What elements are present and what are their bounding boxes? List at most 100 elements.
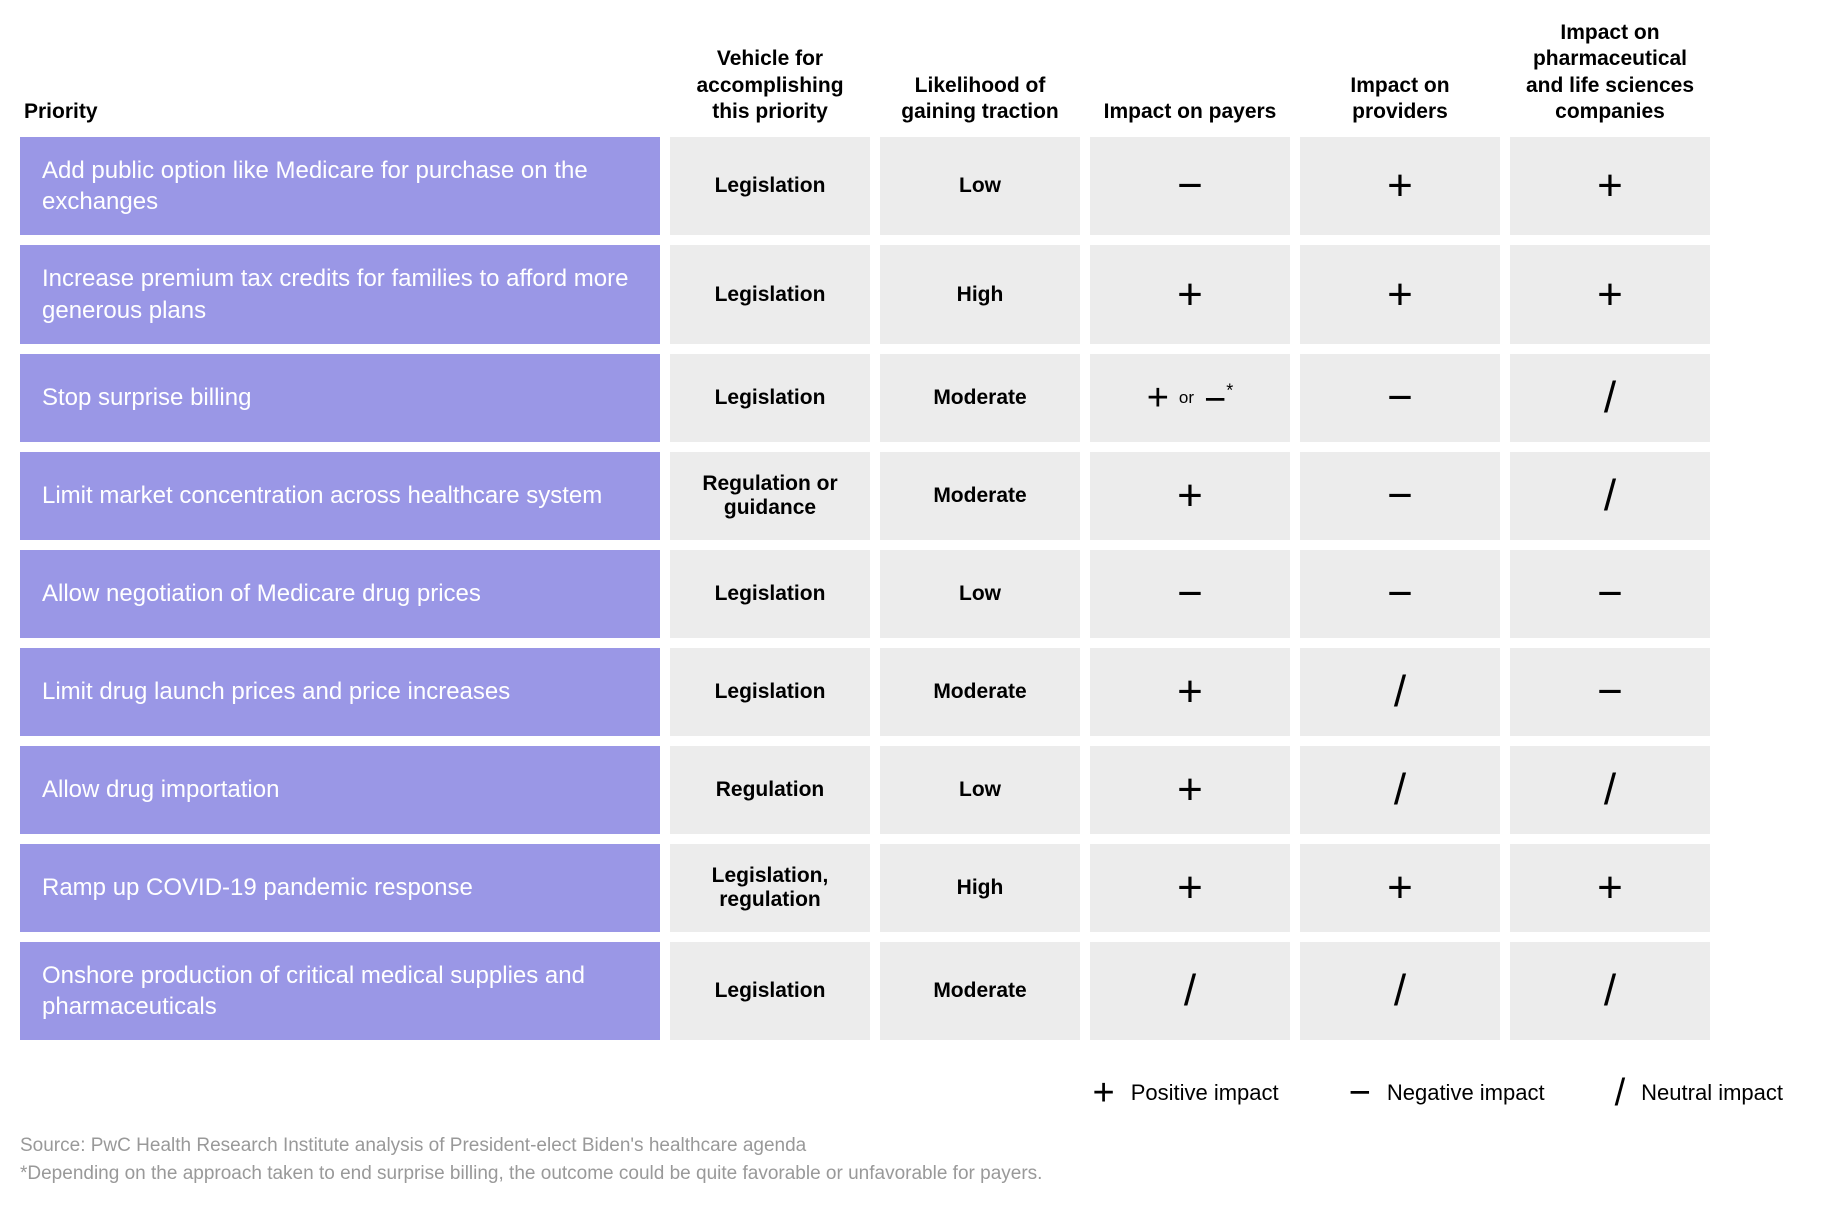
- or-label: or: [1179, 389, 1194, 406]
- impact-cell: +: [1090, 452, 1290, 540]
- impact-cell: +or−*: [1090, 354, 1290, 442]
- plus-icon: +: [1147, 379, 1169, 417]
- likelihood-cell: High: [880, 844, 1080, 932]
- likelihood-cell: Moderate: [880, 648, 1080, 736]
- vehicle-cell: Legislation: [670, 354, 870, 442]
- table-row: Limit drug launch prices and price incre…: [20, 648, 1823, 736]
- vehicle-cell: Legislation: [670, 550, 870, 638]
- priority-cell: Allow drug importation: [20, 746, 660, 834]
- slash-icon: /: [1604, 768, 1616, 812]
- impact-cell: −: [1300, 550, 1500, 638]
- minus-icon: −: [1597, 572, 1623, 616]
- likelihood-cell: Moderate: [880, 942, 1080, 1040]
- legend: + Positive impact − Negative impact / Ne…: [20, 1050, 1823, 1118]
- footnote-note: *Depending on the approach taken to end …: [20, 1160, 1823, 1188]
- vehicle-cell: Regulation: [670, 746, 870, 834]
- impact-cell: +: [1090, 844, 1290, 932]
- plus-icon: +: [1177, 273, 1203, 317]
- priority-cell: Add public option like Medicare for purc…: [20, 137, 660, 235]
- table-row: Onshore production of critical medical s…: [20, 942, 1823, 1040]
- impact-cell: −: [1510, 648, 1710, 736]
- table-row: Increase premium tax credits for familie…: [20, 245, 1823, 343]
- footnote-marker: *: [1226, 380, 1233, 400]
- slash-icon: /: [1394, 670, 1406, 714]
- impact-cell: +: [1090, 746, 1290, 834]
- impact-cell: −: [1090, 137, 1290, 235]
- likelihood-cell: Low: [880, 137, 1080, 235]
- legend-neutral-label: Neutral impact: [1641, 1080, 1783, 1106]
- minus-icon: −: [1387, 474, 1413, 518]
- priority-cell: Limit drug launch prices and price incre…: [20, 648, 660, 736]
- slash-icon: /: [1604, 969, 1616, 1013]
- priority-cell: Onshore production of critical medical s…: [20, 942, 660, 1040]
- impact-cell: /: [1300, 648, 1500, 736]
- priority-cell: Allow negotiation of Medicare drug price…: [20, 550, 660, 638]
- impact-cell: −: [1300, 452, 1500, 540]
- table-row: Allow drug importationRegulationLow+ / /: [20, 746, 1823, 834]
- impact-cell: /: [1510, 942, 1710, 1040]
- slash-icon: /: [1604, 474, 1616, 518]
- impact-cell: −: [1300, 354, 1500, 442]
- plus-icon: +: [1387, 866, 1413, 910]
- slash-icon: /: [1184, 969, 1196, 1013]
- table-row: Add public option like Medicare for purc…: [20, 137, 1823, 235]
- col-header-likelihood: Likelihood of gaining traction: [880, 73, 1080, 126]
- legend-negative: − Negative impact: [1349, 1074, 1545, 1112]
- legend-negative-label: Negative impact: [1387, 1080, 1545, 1106]
- table-row: Allow negotiation of Medicare drug price…: [20, 550, 1823, 638]
- slash-icon: /: [1394, 969, 1406, 1013]
- slash-icon: /: [1394, 768, 1406, 812]
- likelihood-cell: Moderate: [880, 452, 1080, 540]
- mixed-impact: +or−*: [1147, 376, 1234, 420]
- vehicle-cell: Legislation: [670, 648, 870, 736]
- priority-cell: Ramp up COVID-19 pandemic response: [20, 844, 660, 932]
- impact-cell: +: [1300, 844, 1500, 932]
- col-header-pharma: Impact on pharmaceutical and life scienc…: [1510, 20, 1710, 125]
- col-header-providers: Impact on providers: [1300, 73, 1500, 126]
- impact-cell: +: [1510, 245, 1710, 343]
- policy-table: Priority Vehicle for accomplishing this …: [20, 20, 1823, 1187]
- slash-icon: /: [1615, 1074, 1626, 1112]
- impact-cell: −: [1090, 550, 1290, 638]
- table-body: Add public option like Medicare for purc…: [20, 137, 1823, 1040]
- impact-cell: /: [1300, 942, 1500, 1040]
- priority-cell: Increase premium tax credits for familie…: [20, 245, 660, 343]
- col-header-vehicle: Vehicle for accomplishing this priority: [670, 46, 870, 125]
- table-header-row: Priority Vehicle for accomplishing this …: [20, 20, 1823, 137]
- legend-positive-label: Positive impact: [1131, 1080, 1279, 1106]
- vehicle-cell: Legislation: [670, 137, 870, 235]
- impact-cell: +: [1510, 844, 1710, 932]
- likelihood-cell: Low: [880, 550, 1080, 638]
- impact-cell: +: [1510, 137, 1710, 235]
- priority-cell: Limit market concentration across health…: [20, 452, 660, 540]
- vehicle-cell: Legislation: [670, 942, 870, 1040]
- table-row: Limit market concentration across health…: [20, 452, 1823, 540]
- impact-cell: /: [1510, 354, 1710, 442]
- legend-positive: + Positive impact: [1092, 1074, 1278, 1112]
- vehicle-cell: Regulation or guidance: [670, 452, 870, 540]
- plus-icon: +: [1177, 866, 1203, 910]
- plus-icon: +: [1177, 474, 1203, 518]
- impact-cell: −: [1510, 550, 1710, 638]
- likelihood-cell: Low: [880, 746, 1080, 834]
- minus-icon: −: [1177, 164, 1203, 208]
- impact-cell: /: [1510, 452, 1710, 540]
- plus-icon: +: [1597, 866, 1623, 910]
- plus-icon: +: [1597, 164, 1623, 208]
- vehicle-cell: Legislation: [670, 245, 870, 343]
- impact-cell: +: [1300, 245, 1500, 343]
- impact-cell: /: [1510, 746, 1710, 834]
- plus-icon: +: [1092, 1074, 1114, 1112]
- minus-icon: −: [1349, 1074, 1371, 1112]
- minus-icon: −: [1387, 572, 1413, 616]
- impact-cell: +: [1090, 245, 1290, 343]
- table-row: Ramp up COVID-19 pandemic responseLegisl…: [20, 844, 1823, 932]
- vehicle-cell: Legislation, regulation: [670, 844, 870, 932]
- legend-neutral: / Neutral impact: [1615, 1074, 1783, 1112]
- minus-icon: −: [1387, 376, 1413, 420]
- col-header-payers: Impact on payers: [1090, 99, 1290, 125]
- impact-cell: /: [1300, 746, 1500, 834]
- table-row: Stop surprise billingLegislationModerate…: [20, 354, 1823, 442]
- minus-icon: −: [1177, 572, 1203, 616]
- impact-cell: /: [1090, 942, 1290, 1040]
